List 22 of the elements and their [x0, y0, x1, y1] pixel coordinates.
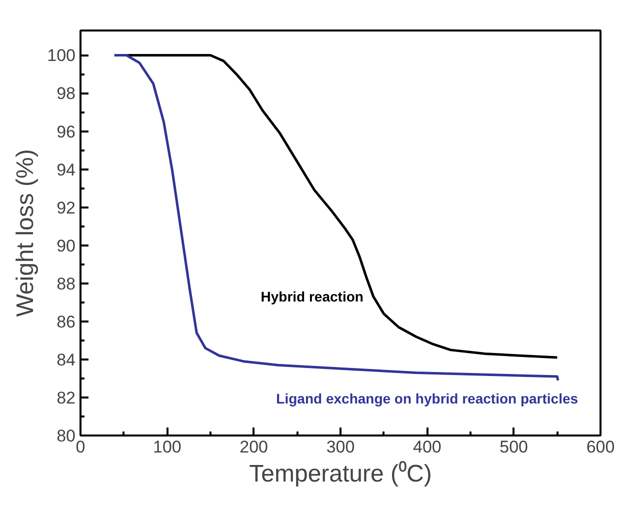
y-tick-label: 94 [56, 160, 76, 180]
x-tick-label: 0 [76, 438, 86, 456]
y-tick-label: 84 [56, 350, 76, 370]
y-tick-label: 96 [56, 122, 76, 142]
x-tick-label: 300 [326, 438, 355, 456]
y-axis-title: Weight loss (%) [12, 149, 40, 317]
x-tick-label: 400 [412, 438, 442, 456]
y-tick-label: 82 [56, 388, 76, 408]
x-tick-label: 100 [152, 438, 182, 456]
y-tick-label: 92 [56, 198, 76, 218]
series-label: Hybrid reaction [260, 288, 364, 305]
x-tick-label: 600 [586, 438, 615, 456]
y-tick-label: 80 [56, 426, 76, 446]
y-tick-label: 88 [56, 274, 76, 294]
x-axis-title: Temperature (⁰C) [249, 460, 432, 488]
series-label: Ligand exchange on hybrid reaction particles [276, 390, 578, 406]
y-tick-label: 98 [56, 84, 76, 104]
y-tick-label: 90 [56, 236, 76, 256]
y-tick-label: 86 [56, 312, 76, 332]
y-tick-label: 100 [47, 46, 76, 66]
x-tick-label: 200 [240, 438, 268, 456]
x-tick-label: 500 [500, 438, 528, 456]
